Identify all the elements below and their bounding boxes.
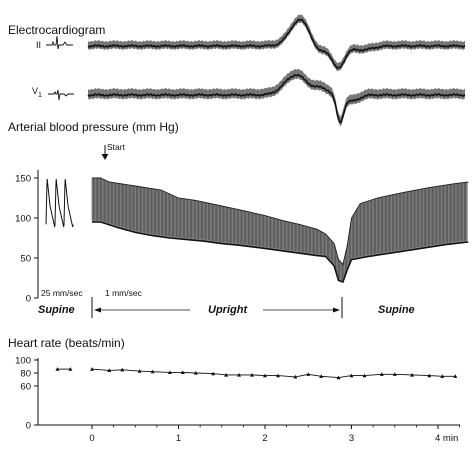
hr-point xyxy=(237,372,241,377)
hr-point xyxy=(90,367,94,371)
hr-point xyxy=(150,369,155,374)
hr-series xyxy=(55,367,458,380)
hr-x-tick-label: 4 min xyxy=(435,433,458,444)
hr-y-tick-label: 60 xyxy=(20,382,31,393)
hr-series-line xyxy=(91,368,456,379)
bp-y-ticks: 0 50 100 150 xyxy=(15,174,38,305)
lead-ii-label: II xyxy=(36,40,42,50)
hr-chart: 0 60 80 100 0 1 2 3 4 min xyxy=(15,356,461,444)
upright-arrowhead-right xyxy=(333,307,340,313)
hr-point xyxy=(211,371,216,376)
upright-arrowhead-left xyxy=(94,307,101,313)
hr-point xyxy=(306,372,311,376)
speed-slow-label: 1 mm/sec xyxy=(105,288,142,298)
hr-point xyxy=(319,374,324,378)
lead-v1-subscript: 1 xyxy=(38,91,42,99)
hr-point xyxy=(55,367,60,371)
hr-x-tick-label: 2 xyxy=(262,433,267,444)
phase-upright: Upright xyxy=(208,304,248,316)
hr-point xyxy=(224,372,229,377)
phase-supine-1: Supine xyxy=(38,304,75,316)
bp-beat-lines xyxy=(91,178,468,281)
hr-point xyxy=(120,367,125,372)
speed-fast-label: 25 mm/sec xyxy=(41,288,83,298)
phase-supine-2: Supine xyxy=(378,304,415,316)
hr-point xyxy=(68,367,73,371)
lead-v1-icon xyxy=(48,89,74,101)
bp-y-tick-label: 100 xyxy=(15,214,31,225)
start-arrow-head xyxy=(101,154,109,160)
hr-point xyxy=(427,373,432,378)
hr-point xyxy=(453,374,458,378)
hr-x-ticks: 0 1 2 3 4 min xyxy=(89,425,461,444)
hr-y-tick-label: 80 xyxy=(20,369,31,380)
bp-diastolic-series xyxy=(92,221,469,284)
bp-fast-sweep-trace xyxy=(45,179,74,228)
bp-chart: 0 50 100 150 xyxy=(15,145,469,318)
hr-point xyxy=(193,371,198,375)
lead-ii-icon xyxy=(46,35,73,50)
bp-y-tick-label: 150 xyxy=(15,174,31,185)
ecg-title: Electrocardiogram xyxy=(8,23,106,37)
hr-point xyxy=(440,374,445,378)
hr-point xyxy=(392,372,397,376)
bp-y-tick-label: 0 xyxy=(26,294,31,305)
bp-pulse-band xyxy=(92,178,468,282)
hr-x-tick-label: 1 xyxy=(176,433,181,444)
bp-trace-envelope xyxy=(92,178,468,282)
hr-point xyxy=(180,370,185,374)
hr-title: Heart rate (beats/min) xyxy=(8,336,125,350)
ecg-lead-ii-trace xyxy=(87,14,466,72)
hr-point xyxy=(107,368,112,372)
hr-point xyxy=(276,373,280,378)
hr-point xyxy=(379,372,384,376)
hr-point xyxy=(137,369,142,373)
hr-point xyxy=(410,372,415,377)
hr-point xyxy=(167,370,172,374)
bp-y-tick-label: 50 xyxy=(20,254,31,265)
hr-x-tick-label: 0 xyxy=(89,433,94,444)
hr-point xyxy=(250,372,254,377)
hr-point xyxy=(293,374,298,379)
hr-point xyxy=(263,373,267,378)
hr-x-tick-label: 3 xyxy=(349,433,354,444)
hr-y-tick-label: 100 xyxy=(15,356,31,367)
hr-point xyxy=(362,373,367,378)
hr-y-ticks: 0 60 80 100 xyxy=(15,356,38,432)
bp-title: Arterial blood pressure (mm Hg) xyxy=(8,120,179,134)
lead-v1-label: V1 xyxy=(32,86,42,99)
bp-systolic-series xyxy=(92,177,469,266)
hr-point xyxy=(336,375,341,380)
hr-point xyxy=(349,373,354,378)
hr-y-tick-label: 0 xyxy=(26,421,31,432)
ecg-lead-v1-trace xyxy=(87,68,466,126)
lead-v1-base: V xyxy=(32,86,39,96)
start-label: Start xyxy=(107,142,125,152)
